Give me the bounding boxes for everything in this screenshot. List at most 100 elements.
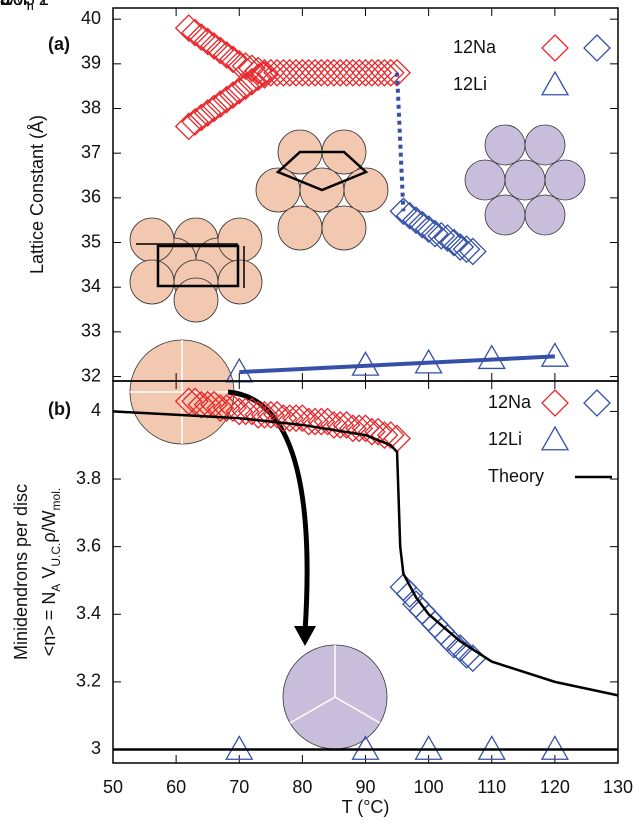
- diamond-marker: [206, 90, 235, 118]
- annotation: a: [0, 0, 11, 9]
- annotation-text: Col: [0, 0, 27, 9]
- diamond-marker: [383, 58, 411, 87]
- triangle-marker: [540, 342, 569, 367]
- annotation-text: (b): [48, 399, 71, 419]
- diamond-marker: [275, 58, 304, 87]
- diamond-marker: [294, 407, 323, 436]
- y-tick-label: 33: [81, 321, 101, 341]
- annotation-text: 1: [34, 0, 49, 9]
- annotation: Colh 1: [0, 0, 49, 13]
- triangle-marker: [414, 735, 443, 760]
- diamond-marker: [212, 85, 241, 114]
- diamond-marker: [402, 206, 430, 235]
- diamond-marker: [389, 197, 418, 226]
- annotation-text: Col: [0, 0, 27, 9]
- diamond-marker: [269, 58, 298, 87]
- triangle-marker: [540, 735, 569, 760]
- y-tick-label: 37: [81, 142, 101, 162]
- diamond-marker: [307, 58, 336, 87]
- diamond-marker: [237, 67, 266, 96]
- diamond-marker: [288, 58, 317, 87]
- diamond-marker: [187, 103, 216, 132]
- y-axis-label-part: V: [39, 567, 59, 584]
- x-tick-label: 120: [540, 777, 570, 797]
- diamond-marker: [187, 23, 216, 51]
- diamond-marker: [282, 58, 310, 87]
- diamond-marker: [357, 417, 386, 446]
- annotation: (a): [48, 34, 70, 54]
- diamond-marker: [225, 76, 254, 105]
- line-series: [395, 72, 406, 212]
- diamond-marker: [364, 58, 393, 87]
- diamond-marker: [307, 407, 336, 436]
- x-tick-label: 80: [292, 777, 312, 797]
- diamond-marker: [212, 40, 241, 69]
- triangle-marker: [540, 425, 570, 451]
- diamond-marker: [433, 224, 462, 252]
- diamond-marker: [250, 58, 279, 87]
- diamond-marker: [301, 407, 329, 436]
- diamond-marker: [181, 18, 209, 47]
- x-tick-label: 70: [229, 777, 249, 797]
- y-tick-label: 36: [81, 187, 101, 207]
- diamond-marker: [263, 58, 292, 87]
- diamond-marker: [269, 404, 298, 433]
- diamond-marker: [376, 421, 405, 450]
- diamond-marker: [181, 387, 209, 416]
- line-series: [239, 354, 555, 375]
- diamond-marker: [427, 221, 456, 250]
- diamond-marker: [231, 397, 260, 426]
- triangle-marker: [477, 344, 506, 370]
- diamond-marker: [338, 414, 367, 443]
- legend-label: 12Li: [488, 429, 522, 449]
- diamond-marker: [256, 400, 285, 429]
- diamond-marker: [219, 394, 247, 422]
- annotation-text: a: [0, 0, 11, 9]
- legend-label: 12Na: [488, 392, 532, 412]
- insets: [129, 124, 586, 750]
- diamond-marker: [244, 63, 273, 92]
- diamond-marker: [313, 58, 342, 87]
- y-tick-label: 38: [81, 97, 101, 117]
- y-tick-label: 3: [91, 738, 101, 758]
- diamond-marker: [370, 58, 399, 87]
- diamond-marker: [174, 14, 203, 43]
- annotation: a/√3: [0, 0, 35, 9]
- annotation: Colh 2: [0, 0, 49, 13]
- diamond-marker: [332, 411, 361, 439]
- diamond-marker: [345, 58, 374, 87]
- x-tick-label: 110: [477, 777, 506, 797]
- y-axis-label-part: mol.: [49, 488, 63, 511]
- diamond-marker: [219, 81, 247, 110]
- annotation: a: [0, 0, 11, 9]
- diamond-marker: [206, 394, 235, 422]
- annotation: b: [0, 0, 10, 9]
- diamond-marker: [244, 56, 273, 85]
- diamond-marker: [282, 404, 310, 433]
- diamond-marker: [583, 389, 611, 417]
- diamond-marker: [244, 400, 273, 429]
- x-tick-label: 60: [166, 777, 186, 797]
- diamond-marker: [326, 58, 355, 87]
- legend-label: 12Na: [453, 37, 497, 57]
- diamond-marker: [256, 58, 285, 87]
- y-tick-label: 3.6: [76, 535, 101, 555]
- y-tick-label: 4: [91, 400, 101, 420]
- diamond-marker: [439, 630, 468, 659]
- y-axis-label-part: ρ/W: [39, 510, 59, 542]
- x-tick-label: 100: [414, 777, 444, 797]
- diamond-marker: [376, 58, 405, 87]
- y-axis-label-part: U.C.: [49, 543, 63, 567]
- diamond-marker: [225, 397, 254, 426]
- diamond-marker: [200, 94, 228, 123]
- x-tick-label: 90: [355, 777, 375, 797]
- annotation-sub: h: [27, 0, 34, 13]
- annotation: b: [0, 0, 10, 9]
- diamond-marker: [332, 58, 361, 87]
- diamond-marker: [345, 414, 374, 443]
- y-tick-label: 39: [81, 53, 101, 73]
- diamond-marker: [338, 58, 367, 87]
- legend-label: 12Li: [453, 74, 487, 94]
- diamond-marker: [174, 112, 203, 141]
